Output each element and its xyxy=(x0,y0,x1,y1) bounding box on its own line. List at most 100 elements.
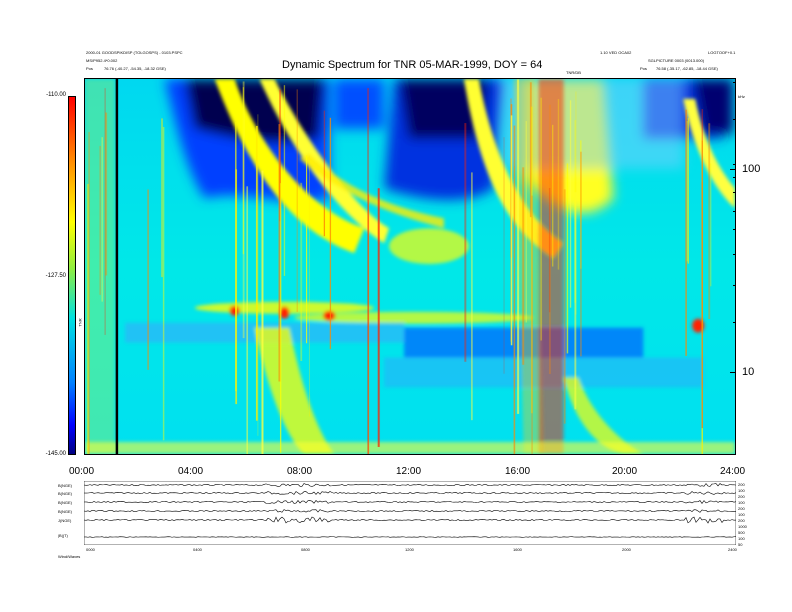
emission-streak xyxy=(685,109,687,356)
emission-streak xyxy=(540,97,542,341)
emission-streak xyxy=(563,189,566,424)
emission-streak xyxy=(105,112,108,276)
lower-trace-1 xyxy=(84,483,736,487)
emission-streak xyxy=(367,88,369,454)
y-axis-tick-mark xyxy=(733,229,736,231)
emission-streak xyxy=(708,123,711,320)
emission-streak xyxy=(161,118,163,278)
emission-streak xyxy=(557,99,560,270)
y-axis-tick-mark xyxy=(733,285,736,287)
emission-streak xyxy=(464,123,467,362)
y-axis-tick-mark xyxy=(733,164,736,166)
emission-streak xyxy=(235,169,237,405)
emission-streak xyxy=(531,195,533,454)
emission-streak xyxy=(566,163,569,354)
lower-right-tick-4: 100 xyxy=(738,500,745,505)
emission-streak xyxy=(104,88,106,335)
emission-streak xyxy=(101,137,103,302)
lower-right-tick-2: 100 xyxy=(738,488,745,493)
header-right-pos-value: 76.58 (-35.17, -62.85, -18.44 GSE) xyxy=(656,66,718,71)
channel-label-6: |B|(T) xyxy=(58,533,68,538)
emission-streak xyxy=(549,104,551,374)
x-tick-1200: 12:00 xyxy=(396,466,422,477)
lower-right-tick-3: 200 xyxy=(738,494,745,499)
x-tick-0800: 08:00 xyxy=(287,466,313,477)
lower-x-tick-2000: 2000 xyxy=(622,547,631,552)
y-axis-unit: kHz xyxy=(738,94,745,99)
x-tick-0400: 04:00 xyxy=(178,466,204,477)
colorbar xyxy=(68,96,76,455)
emission-streak xyxy=(306,155,308,344)
emission-streak xyxy=(569,100,572,308)
lower-right-tick-7: 200 xyxy=(738,518,745,523)
emission-streak xyxy=(377,188,380,447)
lower-right-tick-8: 1000 xyxy=(738,524,747,529)
header-right-line3: SGLPICTURE 0003 (0013.000) xyxy=(648,58,705,63)
emission-streak xyxy=(87,183,89,454)
lower-trace-2 xyxy=(84,491,736,495)
header-left-line2: MS/P952.4*0.002 xyxy=(86,58,118,63)
header-left-line1: 2000-01 GOODSPIKDISP (TOLGOSPS) - 0103.P… xyxy=(86,50,183,55)
emission-streak xyxy=(323,110,325,237)
channel-label-5: J(NGE) xyxy=(58,518,72,523)
lower-right-tick-5: 200 xyxy=(738,506,745,511)
lower-right-tick-10: 100 xyxy=(738,536,745,541)
lower-x-tick-2400: 2400 xyxy=(728,547,737,552)
lower-trace-4 xyxy=(84,509,736,513)
emission-streak xyxy=(701,109,703,429)
y-tick-10: 10 xyxy=(742,366,755,378)
lower-x-tick-1600: 1600 xyxy=(513,547,522,552)
emission-streak xyxy=(531,106,533,414)
x-tick-2400: 24:00 xyxy=(720,466,746,477)
lower-trace-6 xyxy=(84,536,736,538)
channel-label-1: B(NGE) xyxy=(58,483,72,488)
lower-panel-plots xyxy=(84,481,736,545)
emission-streak xyxy=(513,125,516,454)
spectrogram-heatmap xyxy=(84,78,736,455)
emission-streak xyxy=(525,121,527,323)
colorbar-tick-top: -110.00 xyxy=(46,92,66,98)
lower-right-tick-1: 200 xyxy=(738,482,745,487)
y-axis-tick-mark xyxy=(733,322,736,324)
emission-streak xyxy=(471,172,473,421)
emission-streak xyxy=(701,182,703,330)
emission-streak xyxy=(99,145,101,295)
y-axis-tick-mark xyxy=(733,82,736,84)
emission-streak xyxy=(261,170,264,454)
emission-streak xyxy=(580,151,582,357)
lower-right-tick-6: 100 xyxy=(738,512,745,517)
y-axis-tick-mark xyxy=(733,119,736,121)
lower-right-tick-9: 500 xyxy=(738,530,745,535)
channel-label-4: B(NGE) xyxy=(58,509,72,514)
emission-streak xyxy=(88,132,90,454)
header-center-small: TNR/DB xyxy=(566,70,581,75)
y-axis-tick-mark xyxy=(733,176,736,178)
x-tick-2000: 20:00 xyxy=(612,466,638,477)
emission-streak xyxy=(686,121,688,262)
x-tick-0000: 00:00 xyxy=(69,466,95,477)
y-tick-100: 100 xyxy=(742,163,761,175)
emission-streak xyxy=(309,155,310,417)
spectrogram-streaks xyxy=(87,79,712,454)
emission-streak xyxy=(510,115,513,346)
emission-streak xyxy=(574,120,576,303)
emission-streak xyxy=(549,188,551,313)
lower-x-tick-1200: 1200 xyxy=(405,547,414,552)
emission-streak xyxy=(687,118,689,264)
header-left-pos-label: Pos xyxy=(86,66,93,71)
emission-streak xyxy=(296,89,298,312)
channel-label-2: B(NGE) xyxy=(58,491,72,496)
emission-streak xyxy=(522,167,525,365)
emission-streak xyxy=(552,124,554,267)
lower-trace-3 xyxy=(84,500,736,505)
emission-streak xyxy=(257,114,259,436)
emission-streak xyxy=(329,117,332,350)
emission-streak xyxy=(517,79,520,414)
lower-x-tick-0800: 0800 xyxy=(301,547,310,552)
y-axis-tick-mark xyxy=(730,169,736,170)
header-left-pos-value: 76.76 (-40.27, -54.35, -18.32 GSE) xyxy=(104,66,166,71)
channel-label-3: B(NGE) xyxy=(58,500,72,505)
lower-x-tick-0400: 0400 xyxy=(193,547,202,552)
y-axis-tick-mark xyxy=(730,372,736,373)
y-axis-tick-mark xyxy=(733,254,736,256)
